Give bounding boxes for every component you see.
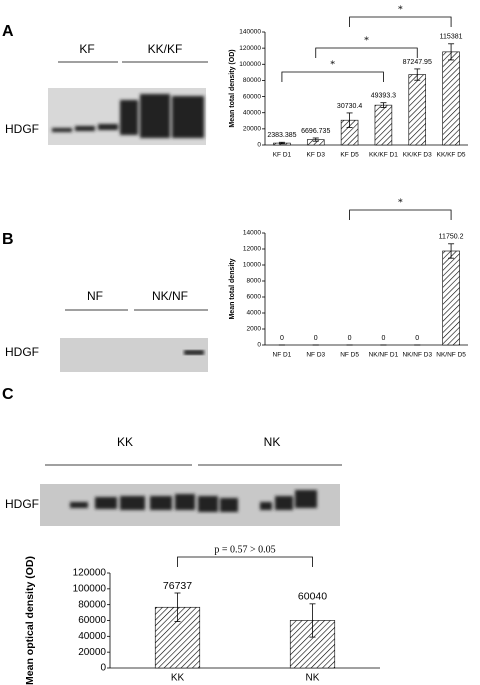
x-tick-label: KF D3	[307, 152, 326, 159]
y-axis-label: Mean total density (OD)	[229, 49, 236, 127]
x-tick-label: KF D1	[273, 152, 292, 159]
x-tick-label: NF D3	[306, 352, 325, 359]
blot-image	[60, 338, 208, 372]
significance-label: *	[364, 35, 369, 46]
blot-row: HDGF	[5, 497, 39, 511]
panel-letter: C	[2, 386, 14, 403]
value-label: 87247.95	[403, 59, 432, 66]
y-tick-label: 120000	[73, 568, 107, 579]
x-tick-label: KK/KF D1	[369, 152, 398, 159]
y-tick-label: 0	[257, 142, 261, 149]
x-tick-label: NF D5	[340, 352, 359, 359]
y-tick-label: 60000	[243, 93, 261, 100]
value-label: 0	[280, 335, 284, 342]
significance-label: *	[398, 197, 403, 208]
significance-bracket	[315, 47, 418, 58]
value-label: 115381	[440, 34, 463, 41]
panel-letter: A	[2, 23, 14, 40]
bar	[442, 51, 460, 146]
blot-band	[184, 350, 204, 355]
value-label: 49393.3	[371, 93, 396, 100]
x-tick-label: KK/KF D3	[403, 152, 432, 159]
significance-bracket	[281, 71, 384, 82]
y-tick-label: 140000	[239, 29, 261, 36]
value-label: 0	[381, 335, 385, 342]
x-tick-label: NK/NF D1	[369, 352, 399, 359]
y-tick-label: 120000	[239, 45, 261, 52]
value-label: 6696.735	[301, 128, 330, 135]
x-tick-label: NK/NF D5	[436, 352, 466, 359]
blot-group: KK/KF	[148, 42, 183, 56]
value-label: 0	[348, 335, 352, 342]
y-axis-label: Mean optical density (OD)	[24, 556, 36, 685]
x-tick-label: NK	[306, 673, 320, 684]
y-axis-label: Mean total density	[229, 258, 236, 319]
blot-group: NK/NF	[152, 289, 188, 303]
blot-group: KK	[117, 435, 133, 449]
y-tick-label: 8000	[247, 278, 262, 285]
x-tick-label: KK/KF D5	[437, 152, 466, 159]
blot-row: HDGF	[5, 345, 39, 359]
x-tick-label: NF D1	[273, 352, 292, 359]
y-tick-label: 0	[257, 342, 261, 349]
value-label: 11750.2	[439, 234, 464, 241]
panel-letter: B	[2, 231, 14, 248]
y-tick-label: 4000	[247, 310, 262, 317]
value-label: 0	[415, 335, 419, 342]
blot-group: KF	[79, 42, 94, 56]
y-tick-label: 2000	[247, 326, 262, 333]
significance-bracket	[177, 556, 313, 567]
bar	[442, 250, 460, 346]
y-tick-label: 6000	[247, 294, 262, 301]
y-tick-label: 20000	[243, 126, 261, 133]
y-tick-label: 10000	[243, 262, 261, 269]
blot-row: HDGF	[5, 122, 39, 136]
value-label: 0	[314, 335, 318, 342]
blot-group: NK	[264, 435, 281, 449]
x-tick-label: KF D5	[340, 152, 359, 159]
blot-a: KF KK/KF HDGF	[5, 42, 208, 145]
bar	[374, 104, 393, 146]
y-tick-label: 80000	[243, 77, 261, 84]
x-tick-label: NK/NF D3	[402, 352, 432, 359]
blot-b: NF NK/NF HDGF	[5, 289, 208, 372]
x-tick-label: KK	[171, 673, 185, 684]
y-tick-label: 80000	[78, 599, 106, 610]
value-label: 76737	[163, 580, 192, 592]
value-label: 30730.4	[337, 103, 362, 110]
y-tick-label: 100000	[239, 61, 261, 68]
significance-bracket	[349, 209, 452, 220]
significance-label: *	[330, 59, 335, 70]
y-tick-label: 60000	[78, 615, 106, 626]
y-tick-label: 40000	[243, 109, 261, 116]
y-tick-label: 12000	[243, 246, 261, 253]
blot-c: KK NK HDGF	[5, 435, 342, 526]
value-label: 2383.385	[267, 132, 296, 139]
significance-label: *	[398, 4, 403, 15]
y-tick-label: 0	[100, 663, 106, 674]
blot-group: NF	[87, 289, 103, 303]
y-tick-label: 14000	[243, 230, 261, 237]
significance-label: p = 0.57 > 0.05	[214, 544, 275, 555]
y-tick-label: 100000	[73, 583, 107, 594]
bar	[408, 74, 427, 146]
value-label: 60040	[298, 591, 327, 603]
significance-bracket	[349, 16, 452, 27]
y-tick-label: 40000	[78, 631, 106, 642]
y-tick-label: 20000	[78, 647, 106, 658]
